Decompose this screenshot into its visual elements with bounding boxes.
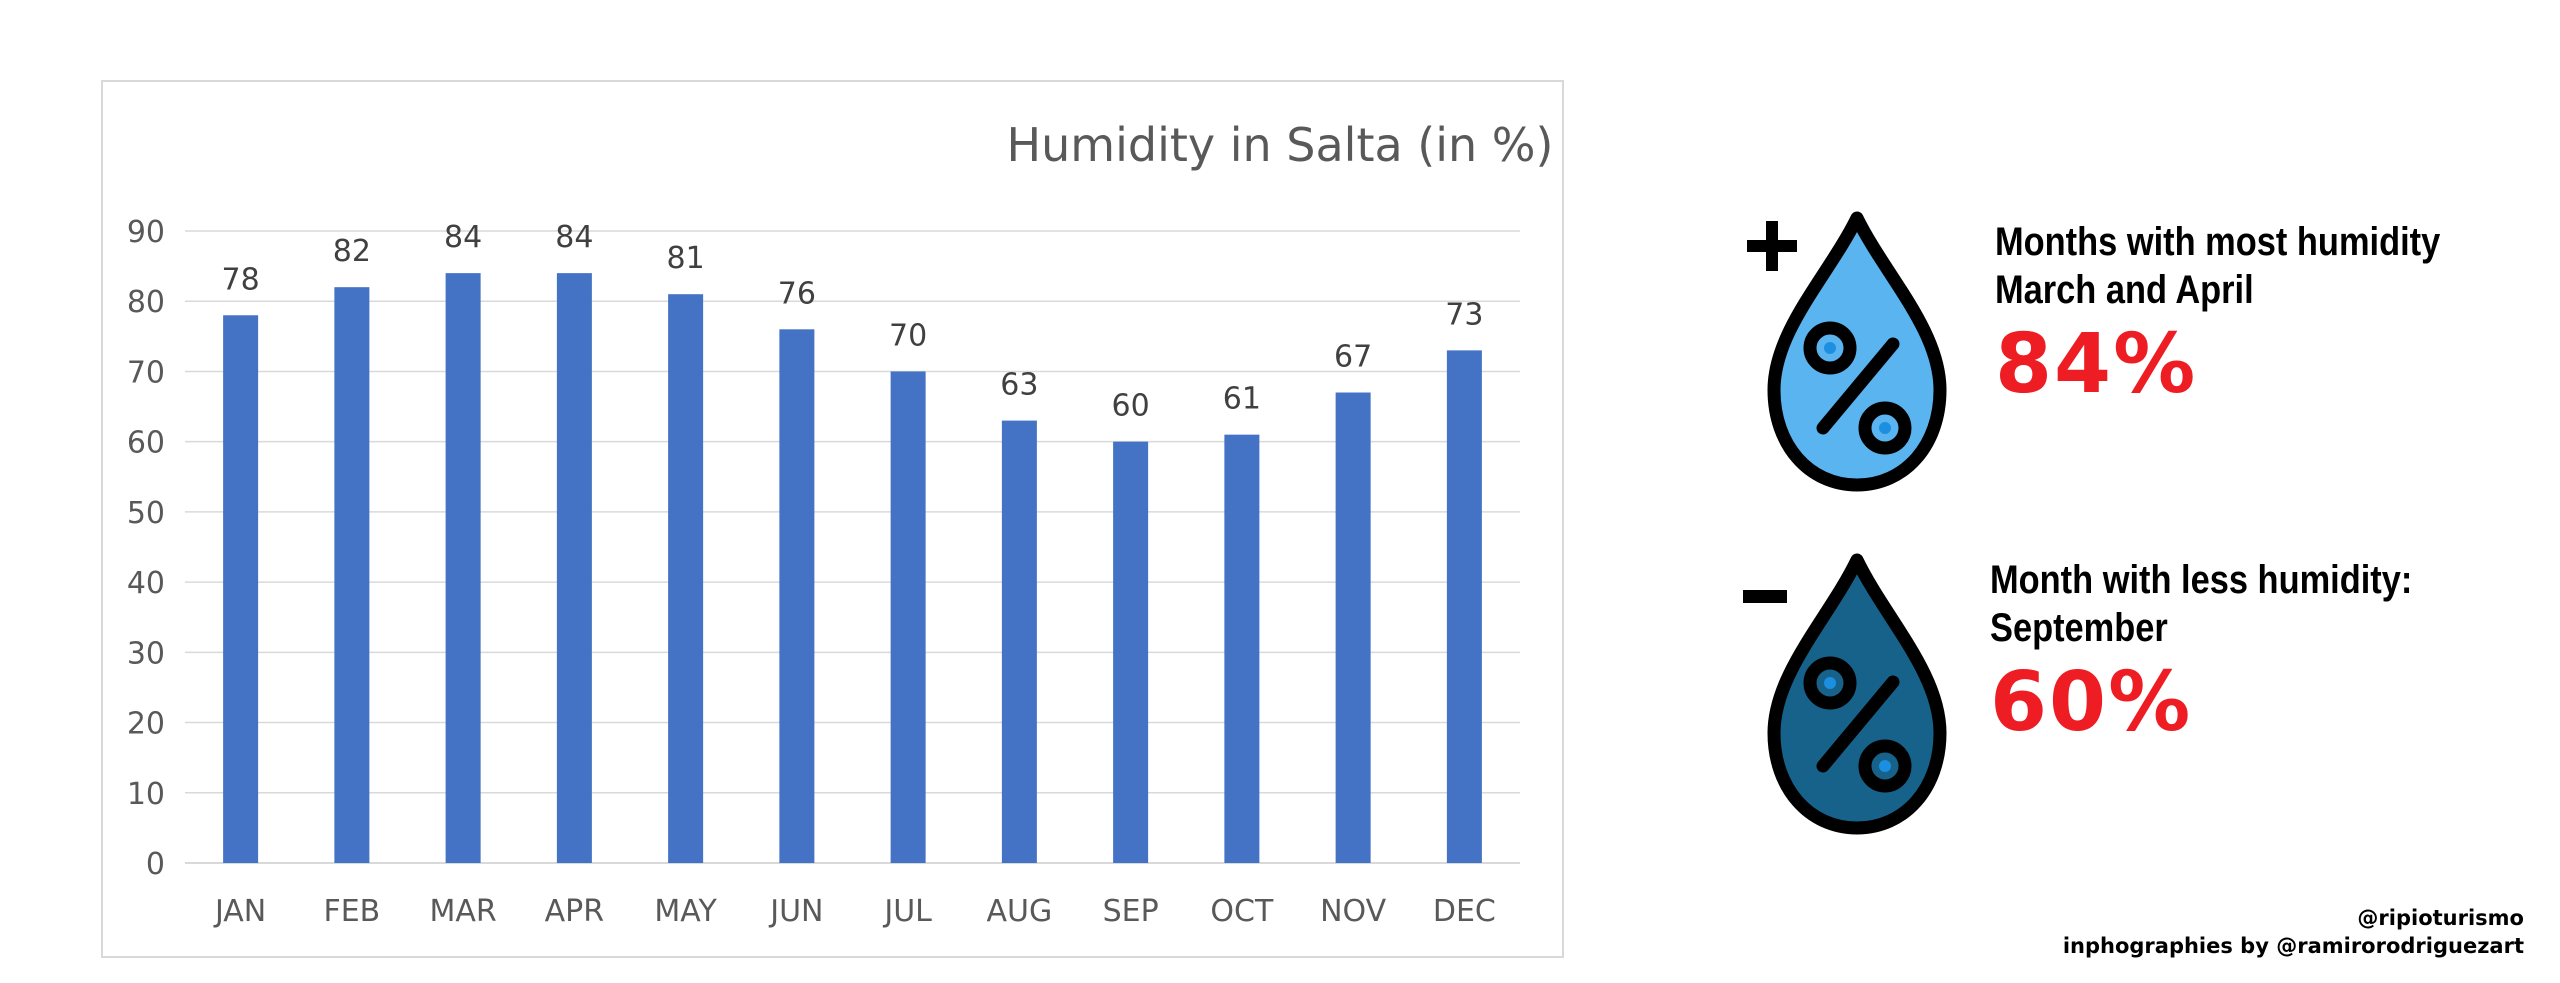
most-humidity-title: Months with most humidity [1995, 220, 2441, 264]
x-tick-label: JUL [882, 894, 932, 929]
data-label: 76 [778, 276, 816, 311]
x-tick-label: SEP [1103, 894, 1159, 929]
x-tick-label: OCT [1210, 894, 1274, 929]
data-label: 61 [1223, 382, 1261, 417]
bar [779, 329, 815, 863]
most-humidity-value: 84% [1995, 317, 2198, 412]
x-tick-label: NOV [1320, 894, 1387, 929]
data-label: 60 [1112, 389, 1150, 424]
data-label: 78 [222, 262, 260, 297]
x-tick-label: FEB [323, 894, 380, 929]
y-tick-label: 30 [127, 636, 165, 671]
credit-handle: @ripioturismo [2357, 906, 2524, 930]
bar [223, 315, 259, 863]
y-tick-label: 80 [127, 285, 165, 320]
water-drop-percent-icon-low [1743, 553, 1947, 835]
y-tick-label: 70 [127, 355, 165, 390]
least-humidity-month: September [1990, 606, 2168, 650]
x-tick-label: DEC [1433, 894, 1496, 929]
bar [445, 273, 481, 864]
y-tick-label: 60 [127, 426, 165, 461]
bar [1224, 434, 1260, 863]
y-tick-label: 10 [127, 777, 165, 812]
x-tick-label: MAY [654, 894, 717, 929]
bar [556, 273, 592, 864]
most-humidity-info: Months with most humidity March and Apri… [1995, 218, 2513, 414]
data-label: 63 [1000, 368, 1038, 403]
data-label: 84 [555, 220, 593, 255]
y-tick-label: 40 [127, 566, 165, 601]
bar [668, 294, 704, 863]
x-tick-label: AUG [987, 894, 1053, 929]
least-humidity-value: 60% [1990, 655, 2193, 750]
data-label: 67 [1334, 340, 1372, 375]
data-label: 81 [667, 241, 705, 276]
x-tick-label: APR [545, 894, 604, 929]
bar [1446, 350, 1482, 863]
y-tick-label: 90 [127, 215, 165, 250]
bar [1113, 441, 1149, 863]
x-tick-label: JUN [768, 894, 823, 929]
y-tick-label: 0 [146, 847, 165, 882]
chart-title: Humidity in Salta (in %) [1006, 118, 1554, 172]
data-label: 84 [444, 220, 482, 255]
bar [1335, 392, 1371, 863]
most-humidity-months: March and April [1995, 268, 2254, 312]
y-tick-label: 50 [127, 496, 165, 531]
x-tick-label: JAN [213, 894, 266, 929]
bar [1001, 420, 1037, 863]
data-label: 82 [333, 234, 371, 269]
water-drop-percent-icon-high [1747, 211, 1947, 492]
data-label: 70 [889, 318, 927, 353]
x-tick-label: MAR [429, 894, 496, 929]
least-humidity-title: Month with less humidity: [1990, 558, 2413, 602]
y-tick-label: 20 [127, 707, 165, 742]
minus-sign-icon [1743, 590, 1787, 603]
bar [334, 287, 370, 864]
bar [890, 371, 926, 863]
credit-author: inphographies by @ramirorodriguezart [2062, 934, 2524, 958]
data-label: 73 [1445, 297, 1483, 332]
least-humidity-info: Month with less humidity: September 60% [1990, 556, 2481, 752]
